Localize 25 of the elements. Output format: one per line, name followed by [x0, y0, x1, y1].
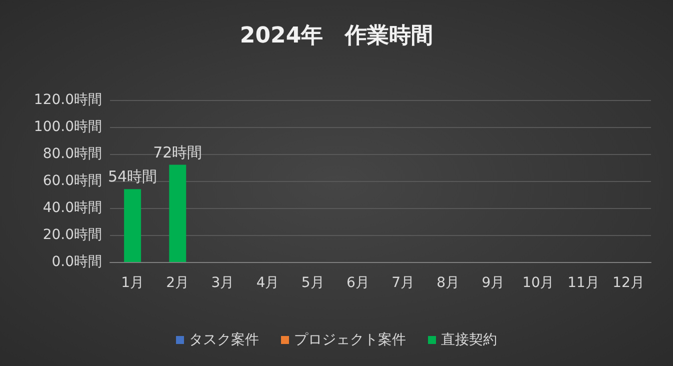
chart-title: 2024年 作業時間 — [240, 24, 434, 48]
data-label: 54時間 — [108, 168, 158, 186]
legend-label: タスク案件 — [189, 331, 259, 348]
y-tick-label: 60.0時間 — [42, 173, 102, 189]
y-tick-label: 120.0時間 — [34, 92, 102, 108]
x-tick-label: 8月 — [436, 275, 460, 291]
y-tick-label: 80.0時間 — [42, 146, 102, 162]
x-tick-label: 3月 — [211, 275, 234, 291]
y-tick-label: 40.0時間 — [42, 200, 102, 216]
y-tick-label: 20.0時間 — [42, 227, 102, 243]
x-tick-label: 11月 — [567, 275, 600, 291]
x-tick-label: 7月 — [392, 275, 415, 291]
y-tick-label: 0.0時間 — [52, 254, 102, 270]
x-tick-label: 6月 — [346, 275, 370, 291]
x-tick-label: 10月 — [522, 275, 554, 291]
x-tick-label: 4月 — [256, 275, 280, 291]
y-tick-label: 100.0時間 — [34, 119, 102, 135]
x-tick-label: 2月 — [166, 275, 190, 291]
x-tick-label: 9月 — [482, 275, 505, 291]
legend-label: プロジェクト案件 — [294, 331, 406, 348]
legend-label: 直接契約 — [441, 332, 497, 348]
data-label: 72時間 — [153, 143, 202, 162]
x-tick-label: 12月 — [612, 275, 644, 291]
x-tick-label: 5月 — [301, 275, 324, 291]
x-tick-label: 1月 — [121, 275, 144, 291]
